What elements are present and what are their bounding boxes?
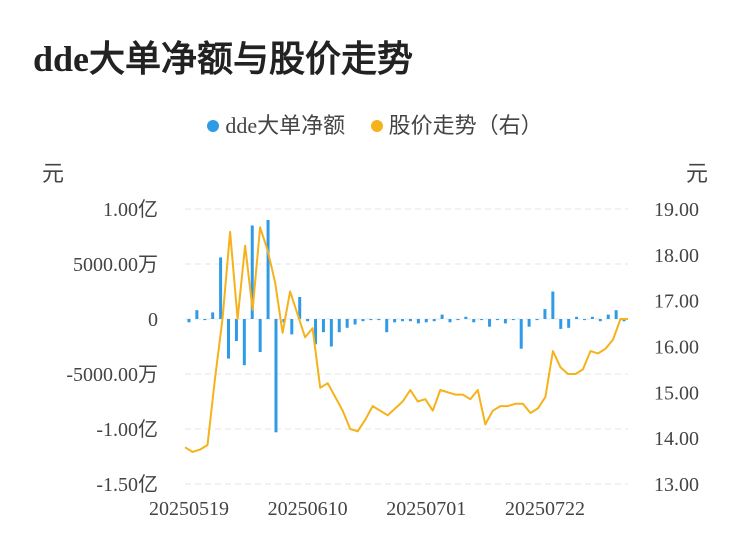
dde-bar (495, 319, 499, 321)
left-axis-tick-label: 1.00亿 (103, 198, 158, 221)
dde-bar (416, 319, 420, 324)
dde-bar (472, 319, 476, 323)
dde-bar (393, 319, 397, 323)
dde-bar (227, 319, 231, 359)
dde-bar (290, 319, 294, 335)
legend-item-dde[interactable]: dde大单净额 (207, 108, 345, 140)
dde-bar (622, 319, 626, 322)
dde-bar (440, 314, 444, 319)
axis-labels: 1.00亿 5000.00万 0 -5000.00万 -1.00亿 -1.50亿 19.00… (66, 198, 699, 520)
right-axis-tick-label: 13.00 (654, 474, 699, 496)
x-axis-tick-label: 20250610 (268, 498, 348, 520)
dde-bar (606, 314, 610, 319)
dde-bar (598, 319, 602, 322)
dde-bar (424, 319, 428, 323)
dde-bar (551, 291, 555, 319)
dde-bar (559, 319, 563, 329)
dde-bar (582, 319, 586, 321)
dde-bar (614, 310, 618, 319)
dde-bar (274, 319, 278, 433)
right-axis-tick-label: 18.00 (654, 245, 699, 267)
right-axis-tick-label: 14.00 (654, 428, 699, 450)
dde-bar (401, 319, 405, 322)
dde-bar (250, 225, 254, 319)
right-axis-unit: 元 (685, 161, 708, 186)
dde-bar (258, 319, 262, 352)
dde-bar (345, 319, 349, 328)
dde-bar (519, 319, 523, 349)
dde-bar (488, 319, 492, 327)
dde-bar (321, 319, 325, 333)
left-axis-tick-label: -1.00亿 (96, 418, 158, 441)
price-line (184, 226, 628, 453)
dde-bar (314, 319, 318, 345)
dde-bar (456, 319, 460, 321)
right-axis-tick-label: 17.00 (654, 291, 699, 313)
dde-bar (337, 319, 341, 333)
legend-label-price: 股价走势（右） (388, 113, 543, 138)
left-axis-tick-label: 5000.00万 (73, 254, 158, 276)
dde-bar (385, 319, 389, 333)
chart-legend: dde大单净额 股价走势（右） (0, 108, 750, 140)
dde-bar (361, 319, 365, 322)
dde-bar (408, 319, 412, 322)
dde-bar (234, 319, 238, 341)
dde-bar (195, 310, 199, 319)
left-axis-unit: 元 (42, 161, 65, 186)
dde-bar (353, 319, 357, 325)
dde-bar (298, 297, 302, 319)
dde-bar (480, 319, 484, 321)
dde-bar (306, 319, 310, 322)
dde-bar (369, 319, 373, 321)
dde-bar (511, 319, 515, 321)
legend-label-dde: dde大单净额 (225, 113, 346, 138)
left-axis-tick-label: 0 (148, 309, 158, 331)
left-axis-tick-label: -5000.00万 (66, 364, 158, 386)
dde-bar (377, 319, 381, 321)
dde-bar (329, 319, 333, 347)
dde-bar (503, 319, 507, 324)
legend-marker-price (370, 119, 383, 132)
dde-bar (219, 257, 223, 319)
dde-bar (543, 309, 547, 319)
right-axis-tick-label: 19.00 (654, 199, 699, 221)
dde-bar (575, 316, 579, 319)
grid-lines (185, 208, 628, 485)
left-axis-tick-label: -1.50亿 (96, 473, 158, 496)
dde-bar (266, 220, 270, 319)
dde-bar (432, 319, 436, 322)
right-axis-tick-label: 15.00 (654, 382, 699, 404)
dde-bar (464, 316, 468, 319)
legend-marker-dde (207, 119, 220, 132)
dde-bar (590, 316, 594, 319)
dde-bar (567, 319, 571, 328)
dde-bar (448, 319, 452, 323)
x-axis-tick-label: 20250519 (149, 498, 229, 520)
x-axis-tick-label: 20250722 (505, 498, 585, 520)
legend-item-price[interactable]: 股价走势（右） (370, 108, 543, 140)
dde-bar (187, 319, 191, 323)
x-axis-tick-label: 20250701 (386, 498, 466, 520)
dde-bars (187, 220, 626, 433)
dde-bar (527, 319, 531, 327)
dde-bar (535, 319, 539, 321)
dde-bar (203, 319, 207, 321)
dde-bar (242, 319, 246, 366)
dde-bar (211, 312, 215, 319)
chart-title: dde大单净额与股价走势 (33, 39, 414, 79)
price-line-layer (184, 226, 628, 453)
right-axis-tick-label: 16.00 (654, 337, 699, 359)
